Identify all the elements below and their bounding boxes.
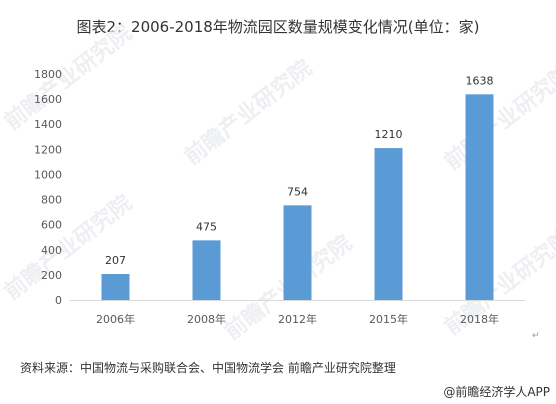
credit-label: @前瞻经济学人APP bbox=[443, 385, 550, 399]
y-tick-label: 600 bbox=[41, 219, 62, 232]
source-note: 资料来源：中国物流与采购联合会、中国物流学会 前瞻产业研究院整理 bbox=[20, 361, 396, 375]
bar bbox=[283, 205, 312, 300]
y-tick-label: 400 bbox=[41, 244, 62, 257]
data-label: 207 bbox=[105, 254, 126, 267]
bar bbox=[192, 240, 221, 300]
y-tick-label: 1400 bbox=[34, 118, 62, 131]
y-tick-label: 1600 bbox=[34, 93, 62, 106]
x-tick-label: 2015年 bbox=[369, 312, 408, 326]
y-tick-label: 1800 bbox=[34, 68, 62, 81]
x-tick-label: 2006年 bbox=[96, 312, 135, 326]
data-label: 1638 bbox=[466, 74, 494, 87]
y-tick-label: 1200 bbox=[34, 143, 62, 156]
bar bbox=[465, 94, 494, 300]
y-tick-label: 1000 bbox=[34, 168, 62, 181]
x-tick-label: 2008年 bbox=[187, 312, 226, 326]
paragraph-mark: ↵ bbox=[532, 331, 540, 341]
chart-title: 图表2：2006-2018年物流园区数量规模变化情况(单位：家) bbox=[76, 18, 480, 36]
y-tick-label: 800 bbox=[41, 194, 62, 207]
y-tick-label: 0 bbox=[55, 294, 62, 307]
y-tick-label: 200 bbox=[41, 269, 62, 282]
data-label: 1210 bbox=[375, 128, 403, 141]
bar bbox=[101, 274, 130, 300]
data-label: 475 bbox=[196, 220, 217, 233]
data-label: 754 bbox=[287, 185, 308, 198]
bar bbox=[374, 148, 403, 300]
x-tick-label: 2012年 bbox=[278, 312, 317, 326]
x-tick-label: 2018年 bbox=[460, 312, 499, 326]
